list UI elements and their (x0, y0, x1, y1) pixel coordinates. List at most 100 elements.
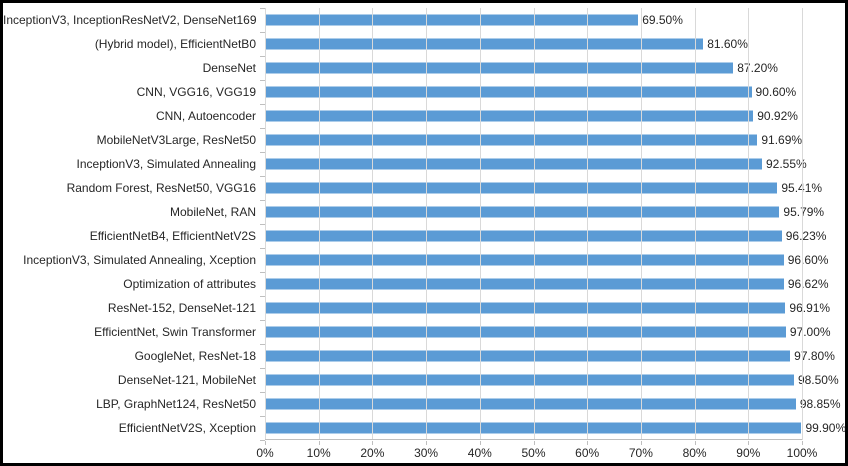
chart-row: DenseNet 87.20% (3, 56, 802, 80)
bar-track: 69.50% (265, 8, 802, 32)
bar (265, 14, 639, 26)
y-axis-tick (260, 440, 265, 441)
value-label: 81.60% (707, 37, 748, 51)
value-label: 99.90% (805, 421, 847, 435)
category-label: (Hybrid model), EfficientNetB0 (94, 37, 256, 51)
bar (265, 422, 802, 434)
bar-track: 95.41% (265, 176, 822, 200)
chart-row: InceptionV3, InceptionResNetV2, DenseNet… (3, 8, 802, 32)
chart-row: CNN, VGG16, VGG19 90.60% (3, 80, 802, 104)
chart-row: Optimization of attributes 96.62% (3, 272, 829, 296)
chart-row: InceptionV3, Simulated Annealing, Xcepti… (3, 248, 828, 272)
category-label: CNN, VGG16, VGG19 (136, 85, 256, 99)
category-label: DenseNet-121, MobileNet (117, 373, 256, 387)
bar (265, 230, 782, 242)
chart-row: DenseNet-121, MobileNet 98.50% (3, 368, 839, 392)
x-axis-tick-label: 60% (575, 446, 600, 460)
category-label: MobileNet, RAN (169, 205, 256, 219)
category-label: MobileNetV3Large, ResNet50 (96, 133, 256, 147)
bar-track: 99.90% (265, 416, 845, 440)
bar-track: 96.23% (265, 224, 826, 248)
chart-row: (Hybrid model), EfficientNetB0 81.60% (3, 32, 802, 56)
bar-track: 96.91% (265, 296, 830, 320)
x-axis-tick-label: 80% (682, 446, 707, 460)
category-label: EfficientNet, Swin Transformer (94, 325, 256, 339)
value-label: 90.92% (757, 109, 798, 123)
bar-track: 90.92% (265, 104, 802, 128)
x-axis-tick-label: 20% (360, 446, 385, 460)
x-axis-tick-label: 50% (521, 446, 546, 460)
bar (265, 134, 758, 146)
bar-track: 87.20% (265, 56, 802, 80)
category-label: Random Forest, ResNet50, VGG16 (66, 181, 256, 195)
chart-row: InceptionV3, Simulated Annealing 92.55% (3, 152, 807, 176)
category-label: InceptionV3, Simulated Annealing (76, 157, 256, 171)
x-axis-tick-label: 30% (414, 446, 439, 460)
value-label: 96.91% (789, 301, 831, 315)
bar-track: 97.80% (265, 344, 835, 368)
category-label: Optimization of attributes (123, 277, 256, 291)
bar-track: 96.62% (265, 272, 829, 296)
bar (265, 350, 791, 362)
bar (265, 110, 754, 122)
category-label: ResNet-152, DenseNet-121 (107, 301, 256, 315)
chart-row: ResNet-152, DenseNet-121 96.91% (3, 296, 830, 320)
x-axis-tick (802, 441, 803, 445)
value-label: 96.60% (787, 253, 829, 267)
value-label: 87.20% (737, 61, 778, 75)
chart-row: Random Forest, ResNet50, VGG16 95.41% (3, 176, 822, 200)
value-label: 97.00% (789, 325, 831, 339)
bar (265, 398, 796, 410)
value-label: 95.41% (781, 181, 823, 195)
category-label: InceptionV3, Simulated Annealing, Xcepti… (23, 253, 256, 267)
x-axis-tick-label: 90% (736, 446, 761, 460)
bar (265, 182, 778, 194)
chart-row: GoogleNet, ResNet-18 97.80% (3, 344, 835, 368)
value-label: 96.62% (787, 277, 829, 291)
x-axis-tick-label: 40% (467, 446, 492, 460)
bar (265, 302, 786, 314)
bar-track: 97.00% (265, 320, 831, 344)
x-axis-tick-label: 100% (786, 446, 818, 460)
chart-row: EfficientNet, Swin Transformer 97.00% (3, 320, 831, 344)
value-label: 92.55% (765, 157, 807, 171)
bar-track: 96.60% (265, 248, 828, 272)
bar (265, 62, 734, 74)
bar-track: 95.79% (265, 200, 824, 224)
value-label: 91.69% (761, 133, 803, 147)
chart-row: EfficientNetB4, EfficientNetV2S 96.23% (3, 224, 827, 248)
value-label: 96.23% (785, 229, 827, 243)
value-label: 98.85% (799, 397, 841, 411)
bar (265, 278, 784, 290)
category-label: LBP, GraphNet124, ResNet50 (96, 397, 256, 411)
chart-row: MobileNetV3Large, ResNet50 91.69% (3, 128, 803, 152)
x-axis: 0% 10% 20% 30% 40% 50% 60% 70% 80% 90% 100% (256, 444, 817, 462)
bar-track: 98.85% (265, 392, 841, 416)
chart-row: MobileNet, RAN 95.79% (3, 200, 824, 224)
chart-rows: InceptionV3, InceptionResNetV2, DenseNet… (3, 8, 845, 440)
bar (265, 254, 784, 266)
value-label: 90.60% (755, 85, 797, 99)
bar-track: 90.60% (265, 80, 802, 104)
bar (265, 86, 752, 98)
value-label: 98.50% (797, 373, 839, 387)
value-label: 69.50% (642, 13, 683, 27)
bar-track: 92.55% (265, 152, 807, 176)
chart-row: CNN, Autoencoder 90.92% (3, 104, 802, 128)
bar (265, 326, 786, 338)
chart-row: EfficientNetV2S, Xception 99.90% (3, 416, 845, 440)
category-label: EfficientNetB4, EfficientNetV2S (89, 229, 256, 243)
value-label: 97.80% (794, 349, 835, 363)
bar (265, 38, 704, 50)
category-label: InceptionV3, InceptionResNetV2, DenseNet… (3, 13, 257, 27)
category-label: GoogleNet, ResNet-18 (134, 349, 256, 363)
category-label: DenseNet (202, 61, 256, 75)
bar-track: 81.60% (265, 32, 802, 56)
bar-track: 91.69% (265, 128, 802, 152)
value-label: 95.79% (783, 205, 825, 219)
x-axis-tick-label: 0% (256, 446, 274, 460)
bar-track: 98.50% (265, 368, 839, 392)
bar (265, 158, 762, 170)
x-axis-tick-label: 70% (628, 446, 653, 460)
